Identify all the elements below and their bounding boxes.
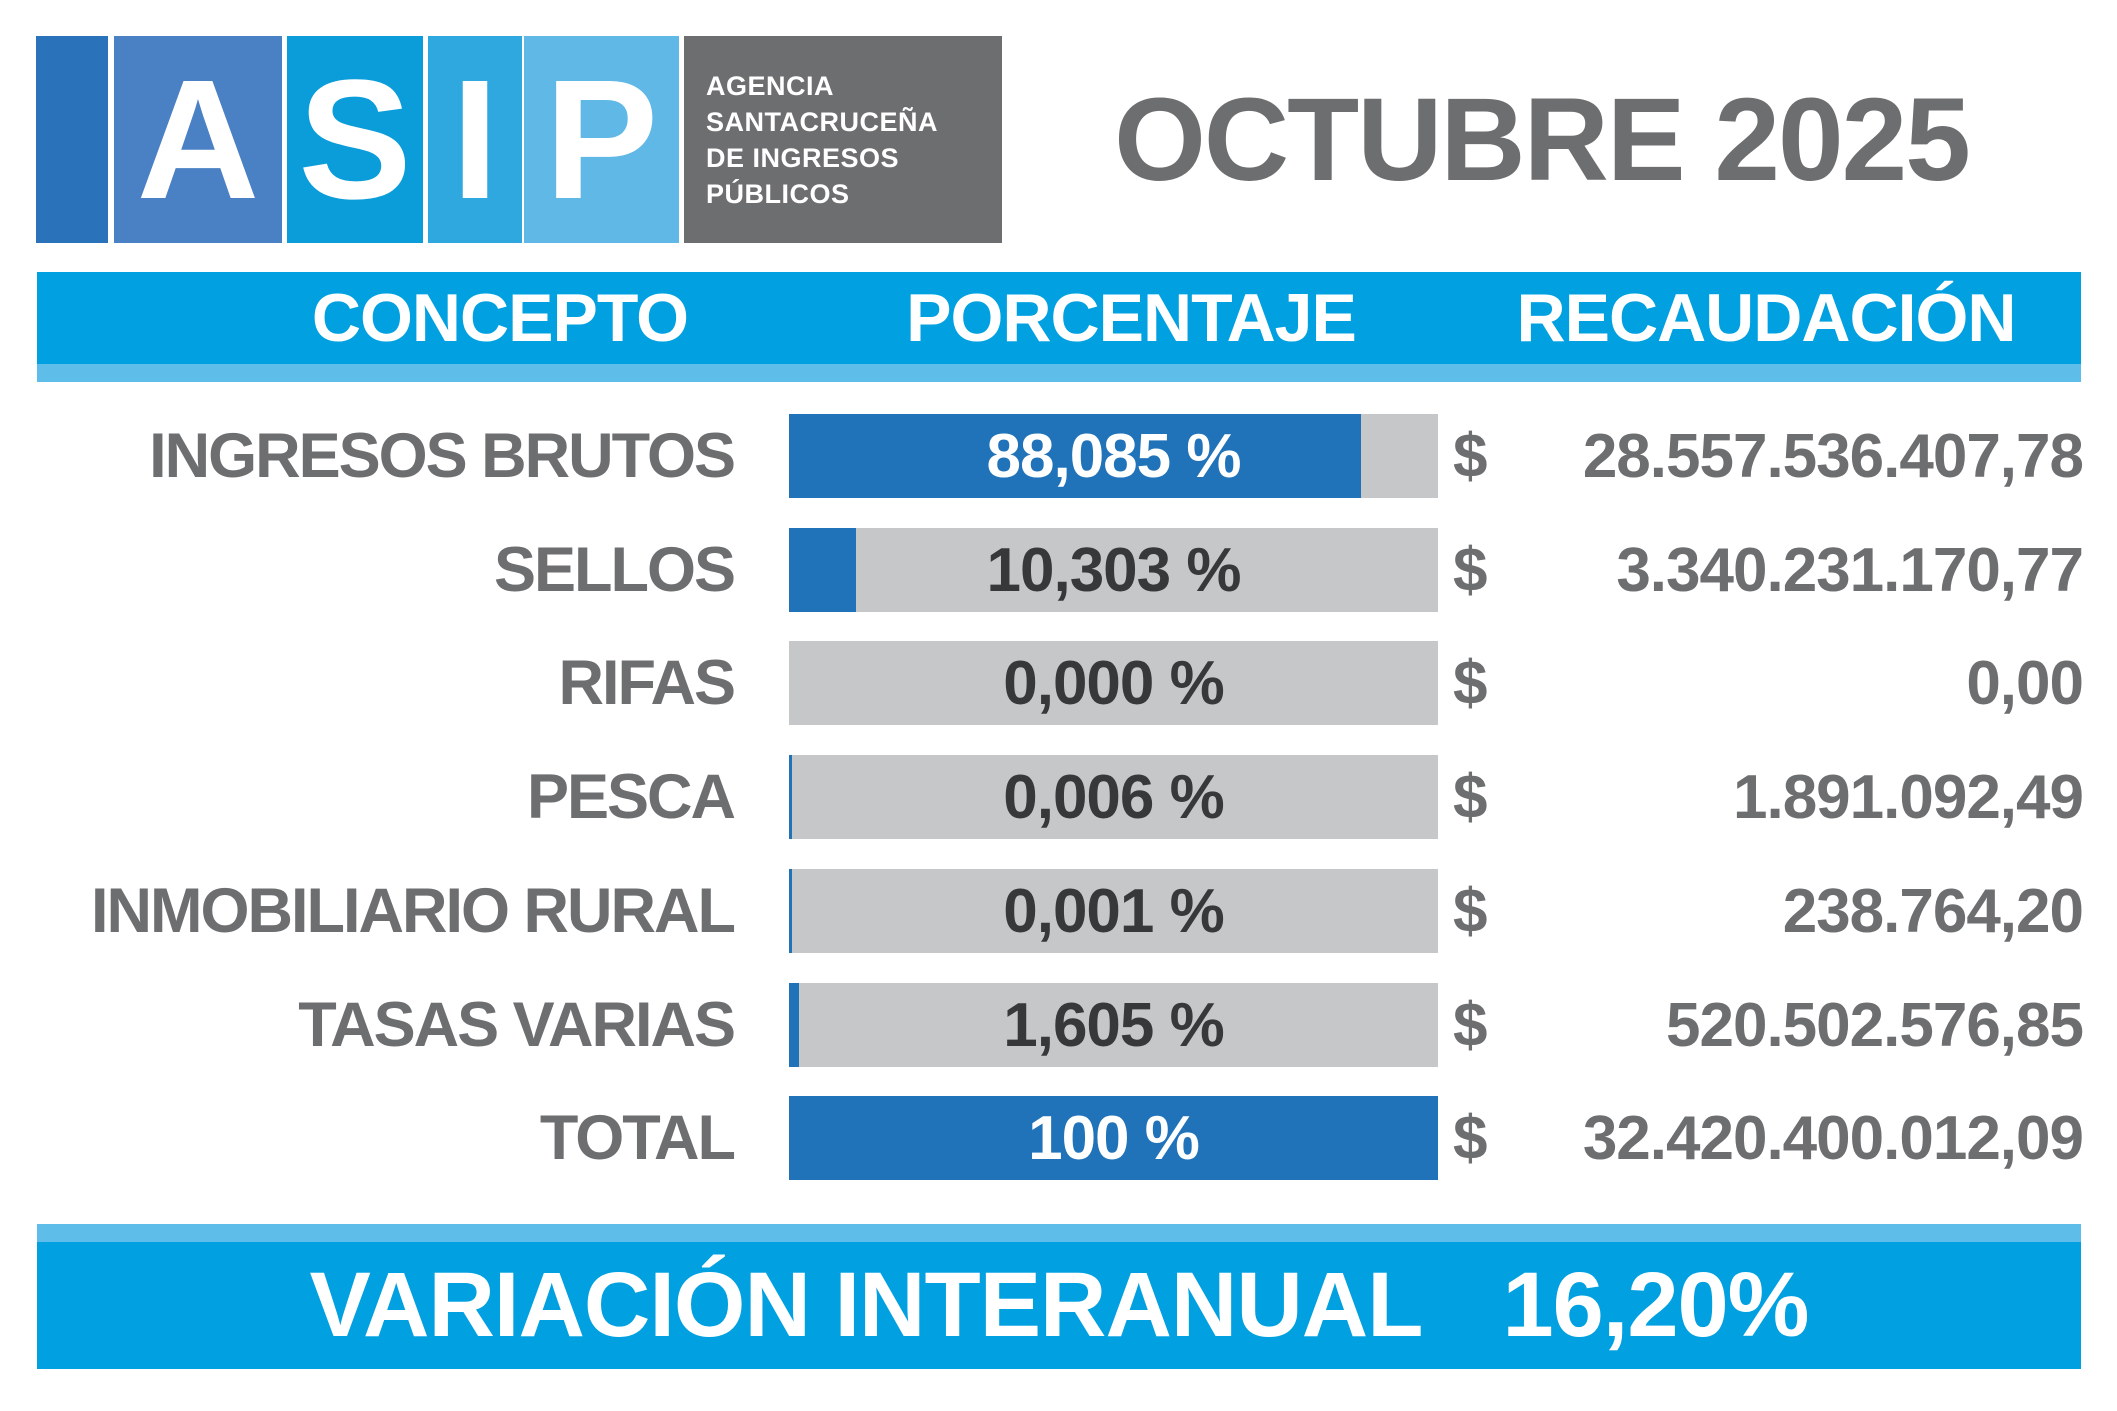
table-row: TOTAL 100 % $32.420.400.012,09 [0,1096,2117,1180]
table-row: RIFAS 0,000 % $0,00 [0,641,2117,725]
percent-bar-fill [789,528,856,612]
column-header-concepto: CONCEPTO [311,280,689,356]
footer-light-strip [37,1224,2081,1242]
concept-label: PESCA [526,762,736,832]
currency-symbol: $ [1453,876,1488,946]
percent-bar: 0,001 % [789,869,1438,953]
table-row: SELLOS 10,303 % $3.340.231.170,77 [0,528,2117,612]
percent-bar: 1,605 % [789,983,1438,1067]
percent-bar: 100 % [789,1096,1438,1180]
amount-value: 520.502.576,85 [1666,990,2084,1060]
column-header-porcentaje: PORCENTAJE [906,280,1357,356]
agency-line-1: AGENCIA [706,70,835,101]
concept-label: TOTAL [539,1103,736,1173]
percent-value: 1,605 % [1003,990,1225,1060]
table-header-bar: CONCEPTO PORCENTAJE RECAUDACIÓN [37,272,2081,364]
logo-letter-p: P [524,36,679,243]
percent-bar-fill [789,414,1361,498]
percent-bar: 10,303 % [789,528,1438,612]
agency-line-4: PÚBLICOS [706,178,850,209]
percent-bar-fill [789,1096,1438,1180]
table-row: INMOBILIARIO RURAL 0,001 % $238.764,20 [0,869,2117,953]
rows: INGRESOS BRUTOS 88,085 % $28.557.536.407,7… [0,414,2117,1214]
amount-value: 32.420.400.012,09 [1582,1103,2084,1173]
concept-label: RIFAS [558,648,736,718]
percent-bar: 88,085 % [789,414,1438,498]
amount-value: 28.557.536.407,78 [1582,421,2084,491]
agency-name-box: AGENCIA SANTACRUCEÑA DE INGRESOS PÚBLICO… [684,36,1002,243]
percent-value: 0,000 % [1003,648,1225,718]
agency-line-3: DE INGRESOS [706,142,900,173]
percent-value: 0,001 % [1003,876,1225,946]
period-title: OCTUBRE 2025 [1114,73,1971,206]
currency-symbol: $ [1453,421,1488,491]
amount-value: 238.764,20 [1782,876,2084,946]
percent-value: 0,006 % [1003,762,1225,832]
percent-bar-fill [789,983,800,1067]
percent-value: 88,085 % [986,421,1242,491]
column-header-recaudacion: RECAUDACIÓN [1516,280,2017,356]
table-row: TASAS VARIAS 1,605 % $520.502.576,85 [0,983,2117,1067]
percent-bar: 0,006 % [789,755,1438,839]
percent-value: 100 % [1028,1103,1200,1173]
agency-line-2: SANTACRUCEÑA [706,106,938,137]
concept-label: TASAS VARIAS [298,990,736,1060]
concept-label: INGRESOS BRUTOS [149,421,736,491]
logo-letter-a: A [114,36,282,243]
logo-letter-i: I [428,36,522,243]
logo-letter-s: S [287,36,423,243]
table-row: INGRESOS BRUTOS 88,085 % $28.557.536.407,7… [0,414,2117,498]
footer-label: VARIACIÓN INTERANUAL [309,1254,1424,1356]
percent-value: 10,303 % [986,535,1242,605]
percent-bar-fill [789,869,792,953]
concept-label: INMOBILIARIO RURAL [91,876,736,946]
currency-symbol: $ [1453,762,1488,832]
concept-label: SELLOS [493,535,736,605]
logo-block-plain [36,36,108,243]
percent-bar-fill [789,755,792,839]
currency-symbol: $ [1453,1103,1488,1173]
currency-symbol: $ [1453,990,1488,1060]
amount-value: 1.891.092,49 [1732,762,2084,832]
amount-value: 3.340.231.170,77 [1616,535,2084,605]
footer-bar: VARIACIÓN INTERANUAL 16,20% [37,1242,2081,1369]
header-light-strip [37,364,2081,382]
percent-bar: 0,000 % [789,641,1438,725]
footer-value: 16,20% [1502,1254,1809,1356]
table-row: PESCA 0,006 % $1.891.092,49 [0,755,2117,839]
currency-symbol: $ [1453,535,1488,605]
amount-value: 0,00 [1966,648,2084,718]
currency-symbol: $ [1453,648,1488,718]
